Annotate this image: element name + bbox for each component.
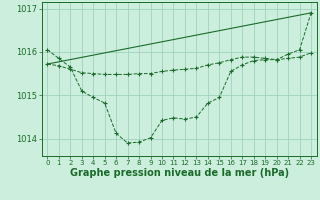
X-axis label: Graphe pression niveau de la mer (hPa): Graphe pression niveau de la mer (hPa): [70, 168, 289, 178]
